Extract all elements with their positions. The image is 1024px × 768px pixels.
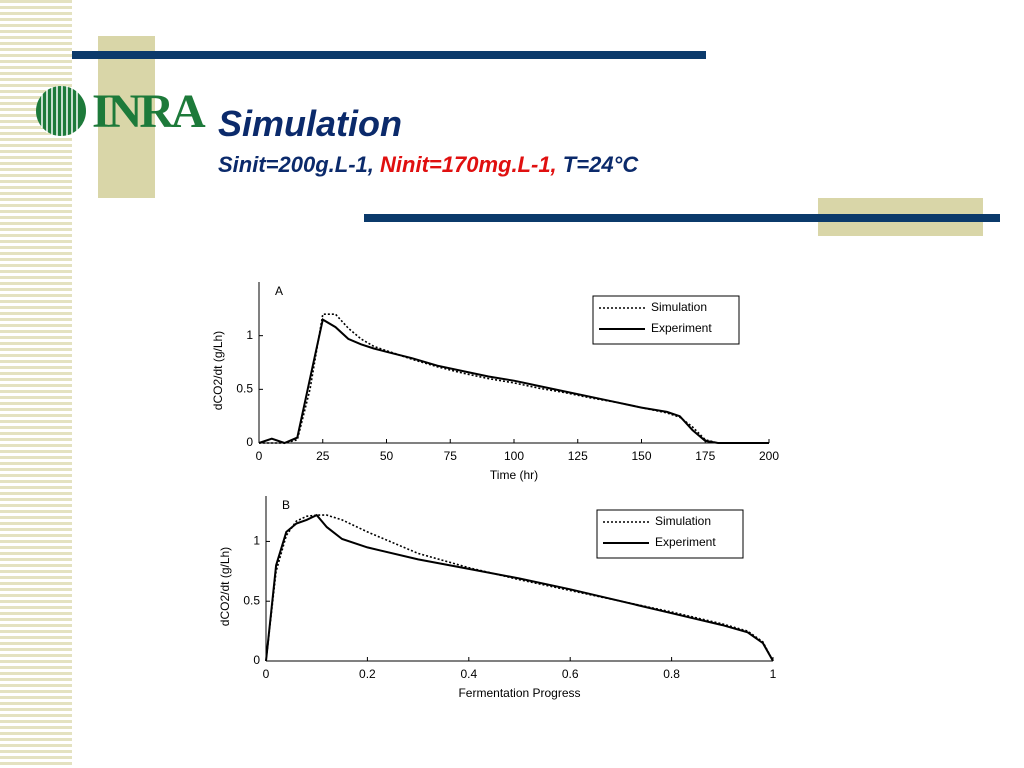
y-axis-label: dCO2/dt (g/Lh) bbox=[218, 547, 232, 626]
slide-subtitle: Sinit=200g.L-1, Ninit=170mg.L-1, T=24°C bbox=[218, 152, 638, 178]
x-tick-label: 0.2 bbox=[359, 667, 376, 681]
x-tick-label: 0.4 bbox=[460, 667, 477, 681]
x-tick-label: 0 bbox=[256, 449, 263, 463]
panel-label: B bbox=[282, 498, 290, 512]
x-tick-label: 0 bbox=[263, 667, 270, 681]
x-axis-label: Fermentation Progress bbox=[458, 686, 580, 700]
x-tick-label: 125 bbox=[568, 449, 588, 463]
y-tick-label: 0.5 bbox=[243, 593, 260, 607]
x-tick-label: 175 bbox=[695, 449, 715, 463]
x-tick-label: 100 bbox=[504, 449, 524, 463]
rule-line bbox=[72, 51, 706, 59]
subtitle-part: Sinit=200g.L-1, bbox=[218, 152, 374, 177]
logo-emblem bbox=[36, 86, 86, 136]
x-tick-label: 0.6 bbox=[562, 667, 579, 681]
x-tick-label: 0.8 bbox=[663, 667, 680, 681]
legend-box bbox=[596, 509, 744, 559]
slide-title: Simulation bbox=[218, 103, 403, 144]
y-tick-label: 0.5 bbox=[236, 382, 253, 396]
y-tick-label: 1 bbox=[253, 534, 260, 548]
x-axis-label: Time (hr) bbox=[490, 468, 538, 482]
y-tick-label: 0 bbox=[246, 435, 253, 449]
beige-block bbox=[98, 36, 155, 198]
x-tick-label: 150 bbox=[631, 449, 651, 463]
logo-text: INRA bbox=[92, 85, 206, 138]
x-tick-label: 25 bbox=[316, 449, 330, 463]
x-tick-label: 200 bbox=[759, 449, 779, 463]
data-line bbox=[265, 514, 774, 662]
subtitle-part: Ninit=170mg.L-1, bbox=[380, 152, 557, 177]
data-line bbox=[265, 513, 774, 662]
x-tick-label: 50 bbox=[380, 449, 394, 463]
legend-label: Experiment bbox=[655, 535, 716, 549]
legend-label: Simulation bbox=[655, 514, 711, 528]
data-line bbox=[258, 318, 769, 445]
subtitle-part: T=24°C bbox=[562, 152, 639, 177]
x-tick-label: 75 bbox=[444, 449, 458, 463]
legend-label: Experiment bbox=[651, 321, 712, 335]
rule-line bbox=[364, 214, 1000, 222]
legend-box bbox=[592, 295, 740, 345]
panel-label: A bbox=[275, 284, 283, 298]
y-tick-label: 0 bbox=[253, 653, 260, 667]
y-axis-label: dCO2/dt (g/Lh) bbox=[211, 331, 225, 410]
legend-label: Simulation bbox=[651, 300, 707, 314]
x-tick-label: 1 bbox=[770, 667, 777, 681]
y-tick-label: 1 bbox=[246, 328, 253, 342]
